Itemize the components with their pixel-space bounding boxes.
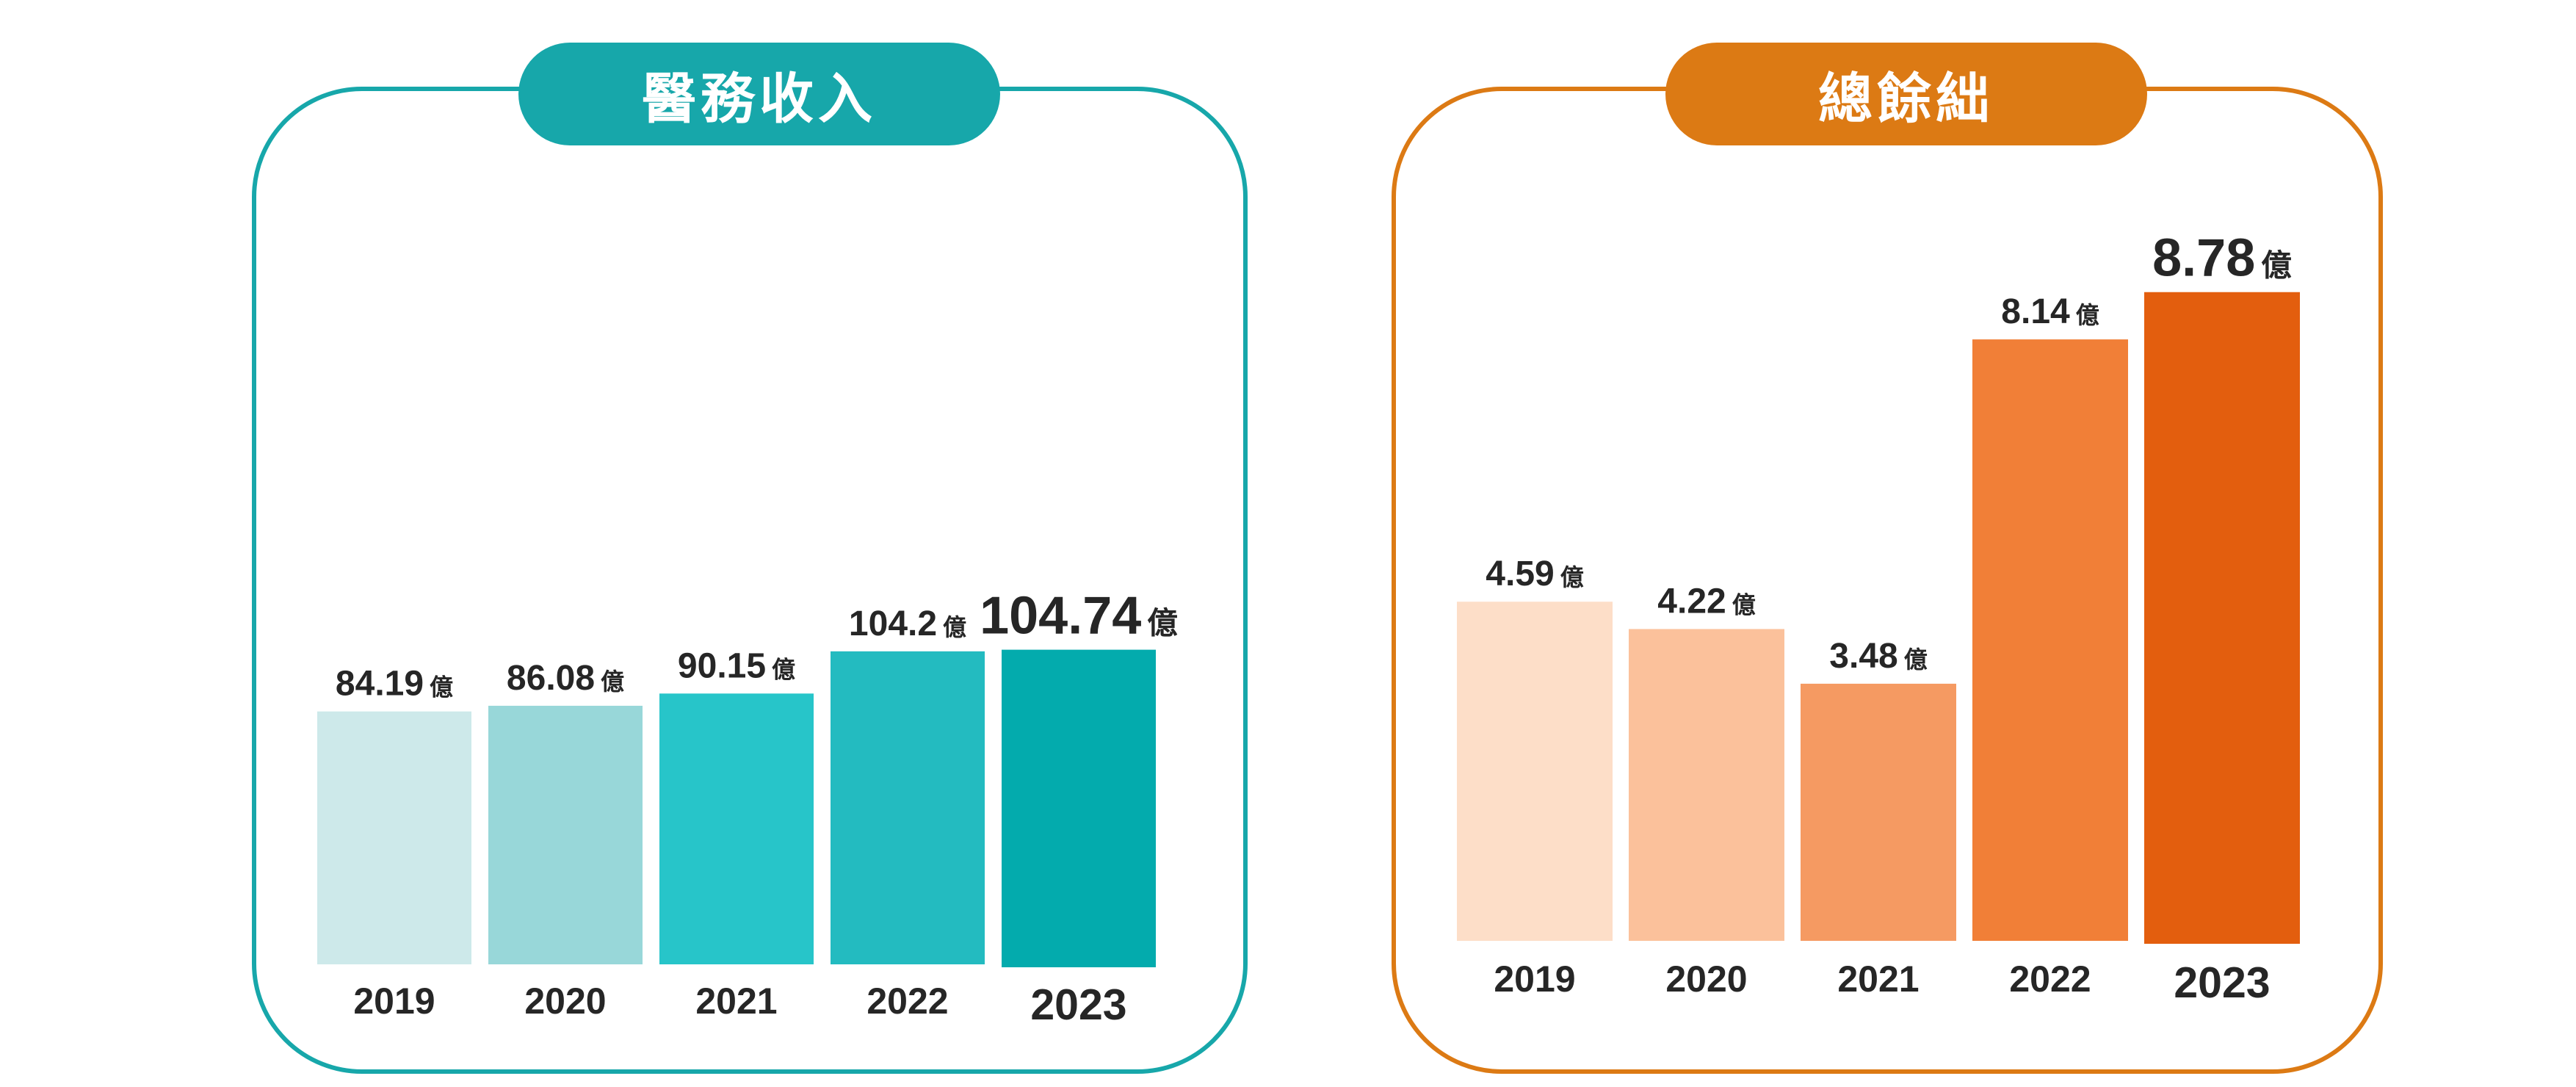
year-label-2023: 2023 (1030, 981, 1126, 1029)
value-number: 8.78 (2152, 229, 2255, 288)
value-label-2019: 4.59 億 (1486, 555, 1583, 593)
value-unit: 億 (601, 668, 624, 695)
year-label-2023: 2023 (2174, 958, 2270, 1007)
value-unit: 億 (772, 656, 795, 682)
bar-2020 (1629, 629, 1784, 941)
value-label-2023: 104.74 億 (980, 587, 1178, 646)
bar-2022 (831, 651, 985, 964)
bar-2019 (317, 711, 471, 964)
value-number: 104.2 (849, 604, 937, 643)
value-label-2020: 4.22 億 (1657, 582, 1755, 621)
bar-2023 (1002, 649, 1156, 967)
value-label-2020: 86.08 億 (507, 659, 624, 698)
value-label-2022: 8.14 億 (2001, 292, 2099, 331)
value-unit: 億 (1560, 564, 1584, 591)
value-number: 90.15 (678, 646, 766, 685)
value-unit: 億 (943, 614, 966, 640)
value-number: 86.08 (507, 659, 595, 698)
value-label-2021: 90.15 億 (678, 646, 795, 685)
bar-2021 (1801, 683, 1956, 941)
year-label-2019: 2019 (1494, 958, 1575, 1000)
value-number: 4.22 (1657, 582, 1726, 621)
year-label-2021: 2021 (1837, 958, 1919, 1000)
year-label-2019: 2019 (353, 981, 435, 1022)
value-label-2019: 84.19 億 (336, 665, 453, 704)
revenue-title: 醫務收入 (518, 43, 1000, 145)
year-label-2021: 2021 (695, 981, 777, 1022)
value-number: 104.74 (980, 587, 1141, 646)
surplus-title: 總餘絀 (1665, 43, 2147, 145)
value-unit: 億 (1147, 606, 1178, 640)
value-unit: 億 (2076, 302, 2099, 328)
year-label-2020: 2020 (1665, 958, 1747, 1000)
bar-2019 (1457, 602, 1613, 941)
value-unit: 億 (2261, 248, 2292, 283)
value-label-2022: 104.2 億 (849, 604, 966, 643)
bar-2021 (659, 693, 814, 964)
bar-2020 (488, 705, 643, 964)
value-number: 8.14 (2001, 292, 2070, 331)
value-unit: 億 (1904, 646, 1928, 673)
value-unit: 億 (1732, 591, 1756, 618)
year-label-2020: 2020 (524, 981, 606, 1022)
value-label-2021: 3.48 億 (1829, 637, 1927, 676)
value-label-2023: 8.78 億 (2152, 229, 2292, 288)
value-unit: 億 (430, 674, 453, 701)
value-number: 4.59 (1486, 555, 1554, 593)
year-label-2022: 2022 (2009, 958, 2091, 1000)
bar-2023 (2144, 292, 2300, 944)
bar-2022 (1972, 339, 2128, 942)
value-number: 84.19 (336, 665, 424, 704)
year-label-2022: 2022 (866, 981, 948, 1022)
value-number: 3.48 (1829, 637, 1897, 676)
